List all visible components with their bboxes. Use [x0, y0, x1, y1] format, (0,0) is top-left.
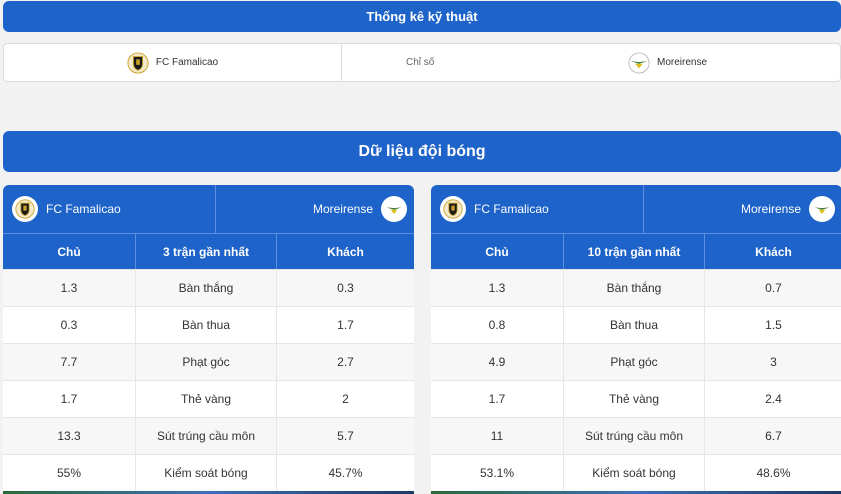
panel-home-team[interactable]: FC Famalicao — [3, 185, 216, 233]
famalicao-crest-icon — [127, 51, 149, 74]
away-value: 1.7 — [337, 318, 354, 332]
table-row: 55% Kiểm soát bóng 45.7% — [3, 454, 414, 491]
header-home: Chủ — [3, 234, 136, 269]
stat-label: Thẻ vàng — [564, 381, 705, 417]
table-row: 11 Sút trúng cầu môn 6.7 — [431, 417, 841, 454]
header-away: Khách — [755, 244, 792, 259]
panel-team-header: FC Famalicao Moreirense — [3, 185, 414, 233]
panel-home-name: FC Famalicao — [474, 202, 549, 216]
header-away: Khách — [327, 244, 364, 259]
stat-label: Sút trúng cầu môn — [136, 418, 277, 454]
technical-stats-title: Thống kê kỹ thuật — [366, 9, 478, 24]
panel-team-header: FC Famalicao Moreirense — [431, 185, 841, 233]
stat-label: Thẻ vàng — [136, 381, 277, 417]
table-row: 1.7 Thẻ vàng 2.4 — [431, 380, 841, 417]
table-row: 1.7 Thẻ vàng 2 — [3, 380, 414, 417]
home-value: 11 — [431, 418, 564, 454]
away-value: 48.6% — [756, 466, 791, 480]
home-value: 1.3 — [431, 270, 564, 306]
panel-home-name: FC Famalicao — [46, 202, 121, 216]
home-value: 0.3 — [3, 307, 136, 343]
away-value: 1.5 — [765, 318, 782, 332]
table-row: 13.3 Sút trúng cầu môn 5.7 — [3, 417, 414, 454]
stat-label: Bàn thua — [136, 307, 277, 343]
away-value: 2.4 — [765, 392, 782, 406]
home-value: 4.9 — [431, 344, 564, 380]
away-value: 2.7 — [337, 355, 354, 369]
header-range: 3 trận gần nhất — [136, 234, 277, 269]
header-range: 10 trận gần nhất — [564, 234, 705, 269]
compare-metric-text: Chỉ số — [406, 57, 435, 68]
moreirense-crest-icon — [381, 196, 407, 222]
stat-label: Phạt góc — [136, 344, 277, 380]
stats-panel-last-3: FC Famalicao Moreirense Chủ 3 trận gần n… — [3, 185, 414, 494]
table-row: 53.1% Kiểm soát bóng 48.6% — [431, 454, 841, 491]
panel-bottom-strip — [431, 491, 841, 494]
panel-away-team[interactable]: Moreirense — [644, 185, 841, 233]
moreirense-crest-icon — [809, 196, 835, 222]
stat-label: Bàn thắng — [564, 270, 705, 306]
column-headers: Chủ 3 trận gần nhất Khách — [3, 233, 414, 269]
panel-away-name: Moreirense — [740, 202, 801, 216]
home-value: 0.8 — [431, 307, 564, 343]
panel-home-team[interactable]: FC Famalicao — [431, 185, 644, 233]
compare-home-name: FC Famalicao — [155, 57, 219, 68]
stat-label: Bàn thắng — [136, 270, 277, 306]
table-row: 1.3 Bàn thắng 0.3 — [3, 269, 414, 306]
stat-label: Phạt góc — [564, 344, 705, 380]
stat-label: Kiểm soát bóng — [564, 455, 705, 491]
home-value: 7.7 — [3, 344, 136, 380]
stat-label: Kiểm soát bóng — [136, 455, 277, 491]
table-row: 0.8 Bàn thua 1.5 — [431, 306, 841, 343]
away-value: 0.7 — [765, 281, 782, 295]
table-row: 1.3 Bàn thắng 0.7 — [431, 269, 841, 306]
team-data-header: Dữ liệu đội bóng — [3, 131, 841, 172]
moreirense-crest-icon — [628, 51, 650, 74]
home-value: 13.3 — [3, 418, 136, 454]
away-value: 0.3 — [337, 281, 354, 295]
table-row: 0.3 Bàn thua 1.7 — [3, 306, 414, 343]
compare-home-team[interactable]: FC Famalicao — [4, 44, 342, 81]
home-value: 1.7 — [3, 381, 136, 417]
home-value: 1.3 — [3, 270, 136, 306]
team-data-title: Dữ liệu đội bóng — [358, 142, 486, 160]
away-value: 3 — [770, 355, 777, 369]
table-row: 7.7 Phạt góc 2.7 — [3, 343, 414, 380]
stat-label: Bàn thua — [564, 307, 705, 343]
stat-label: Sút trúng cầu môn — [564, 418, 705, 454]
header-home: Chủ — [431, 234, 564, 269]
away-value: 45.7% — [328, 466, 363, 480]
home-value: 53.1% — [431, 455, 564, 491]
panel-bottom-strip — [3, 491, 414, 494]
away-value: 6.7 — [765, 429, 782, 443]
compare-away-team[interactable]: Moreirense — [500, 44, 840, 81]
column-headers: Chủ 10 trận gần nhất Khách — [431, 233, 841, 269]
home-value: 55% — [3, 455, 136, 491]
stats-panel-last-10: FC Famalicao Moreirense Chủ 10 trận gần … — [431, 185, 841, 494]
away-value: 2 — [342, 392, 349, 406]
panel-away-name: Moreirense — [312, 202, 373, 216]
famalicao-crest-icon — [12, 196, 38, 222]
home-value: 1.7 — [431, 381, 564, 417]
panel-away-team[interactable]: Moreirense — [216, 185, 414, 233]
table-row: 4.9 Phạt góc 3 — [431, 343, 841, 380]
compare-metric-label: Chỉ số — [342, 44, 500, 81]
famalicao-crest-icon — [440, 196, 466, 222]
away-value: 5.7 — [337, 429, 354, 443]
team-compare-row: FC Famalicao Chỉ số Moreirense — [3, 43, 841, 82]
technical-stats-header: Thống kê kỹ thuật — [3, 1, 841, 32]
compare-away-name: Moreirense — [657, 57, 708, 68]
